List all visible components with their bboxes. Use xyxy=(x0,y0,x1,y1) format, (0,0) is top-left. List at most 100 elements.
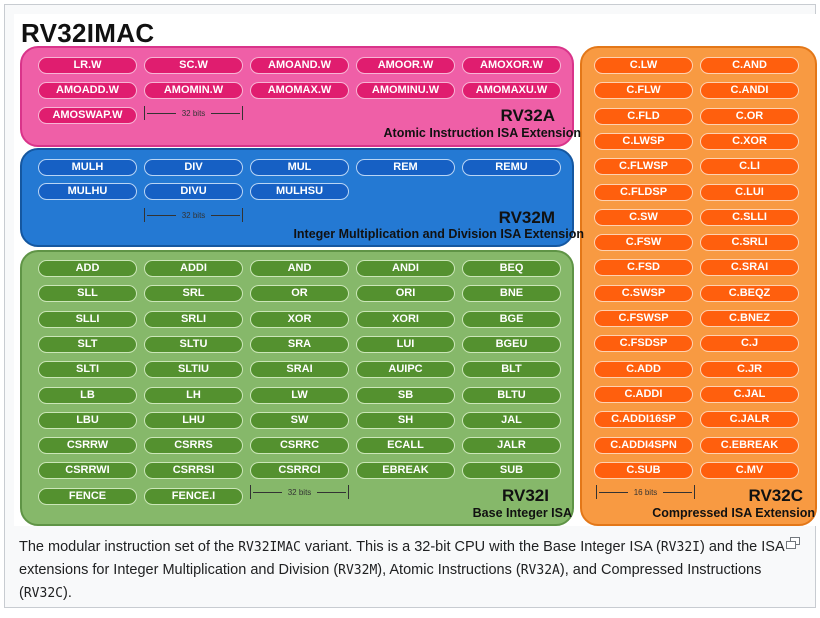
instruction-rv32i-bgeu: BGEU xyxy=(462,336,561,353)
instruction-rv32i-csrrs: CSRRS xyxy=(144,437,243,454)
instruction-rv32m-div: DIV xyxy=(144,159,243,176)
instruction-rv32c-c-addi: C.ADDI xyxy=(594,386,693,403)
instruction-rv32i-lui: LUI xyxy=(356,336,455,353)
instruction-rv32i-csrrc: CSRRC xyxy=(250,437,349,454)
instruction-rv32i-sh: SH xyxy=(356,412,455,429)
instruction-rv32i-sra: SRA xyxy=(250,336,349,353)
instruction-rv32i-slti: SLTI xyxy=(38,361,137,378)
instruction-rv32i-sll: SLL xyxy=(38,285,137,302)
instruction-rv32i-csrrw: CSRRW xyxy=(38,437,137,454)
instruction-rv32i-slli: SLLI xyxy=(38,311,137,328)
instruction-rv32a-amominu-w: AMOMINU.W xyxy=(356,82,455,99)
instruction-rv32c-c-addi4spn: C.ADDI4SPN xyxy=(594,437,693,454)
rv32a-name: RV32A xyxy=(500,106,556,125)
instruction-rv32i-ecall: ECALL xyxy=(356,437,455,454)
instruction-rv32a-amoor-w: AMOOR.W xyxy=(356,57,455,74)
diagram-title: RV32IMAC xyxy=(21,18,155,48)
figure-caption: The modular instruction set of the RV32I… xyxy=(19,539,784,601)
instruction-rv32i-sw: SW xyxy=(250,412,349,429)
instruction-rv32m-divu: DIVU xyxy=(144,183,243,200)
instruction-rv32m-mulh: MULH xyxy=(38,159,137,176)
instruction-rv32i-add: ADD xyxy=(38,260,137,277)
instruction-rv32c-c-fld: C.FLD xyxy=(594,108,693,125)
instruction-rv32i-srai: SRAI xyxy=(250,361,349,378)
rv32c-width-indicator: 16 bits xyxy=(596,485,695,499)
instruction-rv32i-bne: BNE xyxy=(462,285,561,302)
instruction-rv32i-beq: BEQ xyxy=(462,260,561,277)
instruction-rv32i-auipc: AUIPC xyxy=(356,361,455,378)
instruction-rv32c-c-flw: C.FLW xyxy=(594,82,693,99)
instruction-rv32c-c-sub: C.SUB xyxy=(594,462,693,479)
instruction-rv32i-sltiu: SLTIU xyxy=(144,361,243,378)
instruction-rv32i-blt: BLT xyxy=(462,361,561,378)
instruction-rv32c-c-mv: C.MV xyxy=(700,462,799,479)
instruction-rv32i-andi: ANDI xyxy=(356,260,455,277)
instruction-rv32c-c-lui: C.LUI xyxy=(700,184,799,201)
enlarge-icon[interactable] xyxy=(786,537,800,549)
instruction-rv32i-bltu: BLTU xyxy=(462,387,561,404)
instruction-rv32a-amomin-w: AMOMIN.W xyxy=(144,82,243,99)
instruction-rv32c-c-sw: C.SW xyxy=(594,209,693,226)
instruction-rv32c-c-xor: C.XOR xyxy=(700,133,799,150)
instruction-rv32a-amomaxu-w: AMOMAXU.W xyxy=(462,82,561,99)
instruction-rv32c-c-add: C.ADD xyxy=(594,361,693,378)
instruction-rv32i-sub: SUB xyxy=(462,462,561,479)
instruction-rv32c-c-srli: C.SRLI xyxy=(700,234,799,251)
instruction-rv32i-addi: ADDI xyxy=(144,260,243,277)
instruction-rv32i-fence-i: FENCE.I xyxy=(144,488,243,505)
instruction-rv32i-xor: XOR xyxy=(250,311,349,328)
rv32i-name: RV32I xyxy=(502,486,549,505)
instruction-rv32c-c-bnez: C.BNEZ xyxy=(700,310,799,327)
instruction-rv32m-remu: REMU xyxy=(462,159,561,176)
instruction-rv32c-c-jalr: C.JALR xyxy=(700,411,799,428)
figure-frame: RV32IMAC 32 bits 32 bits 32 bits 16 bits… xyxy=(4,4,817,608)
instruction-rv32i-xori: XORI xyxy=(356,311,455,328)
rv32a-width-indicator: 32 bits xyxy=(144,106,243,120)
rv32m-width-indicator: 32 bits xyxy=(144,208,243,222)
instruction-rv32c-c-and: C.AND xyxy=(700,57,799,74)
instruction-rv32m-rem: REM xyxy=(356,159,455,176)
instruction-rv32c-c-fldsp: C.FLDSP xyxy=(594,184,693,201)
instruction-rv32i-lh: LH xyxy=(144,387,243,404)
instruction-rv32i-ebreak: EBREAK xyxy=(356,462,455,479)
instruction-rv32i-and: AND xyxy=(250,260,349,277)
instruction-rv32c-c-ebreak: C.EBREAK xyxy=(700,437,799,454)
instruction-rv32a-sc-w: SC.W xyxy=(144,57,243,74)
instruction-rv32i-slt: SLT xyxy=(38,336,137,353)
rv32c-name: RV32C xyxy=(748,486,804,505)
instruction-rv32i-srl: SRL xyxy=(144,285,243,302)
instruction-rv32i-lb: LB xyxy=(38,387,137,404)
instruction-rv32a-amoswap-w: AMOSWAP.W xyxy=(38,107,137,124)
instruction-rv32i-sltu: SLTU xyxy=(144,336,243,353)
instruction-rv32i-csrrwi: CSRRWI xyxy=(38,462,137,479)
instruction-rv32c-c-fsd: C.FSD xyxy=(594,259,693,276)
rv32a-subtitle: Atomic Instruction ISA Extension xyxy=(383,126,581,140)
instruction-rv32m-mul: MUL xyxy=(250,159,349,176)
instruction-rv32c-c-lwsp: C.LWSP xyxy=(594,133,693,150)
instruction-rv32c-c-fsw: C.FSW xyxy=(594,234,693,251)
rv32i-subtitle: Base Integer ISA xyxy=(472,506,572,520)
instruction-rv32i-bge: BGE xyxy=(462,311,561,328)
rv32m-subtitle: Integer Multiplication and Division ISA … xyxy=(293,227,584,241)
instruction-rv32i-lw: LW xyxy=(250,387,349,404)
rv32m-name: RV32M xyxy=(498,208,555,227)
instruction-rv32c-c-fswsp: C.FSWSP xyxy=(594,310,693,327)
isa-diagram[interactable]: RV32IMAC 32 bits 32 bits 32 bits 16 bits… xyxy=(14,14,817,526)
instruction-rv32c-c-fsdsp: C.FSDSP xyxy=(594,335,693,352)
instruction-rv32i-srli: SRLI xyxy=(144,311,243,328)
rv32c-subtitle: Compressed ISA Extension xyxy=(652,506,815,520)
instruction-rv32i-lbu: LBU xyxy=(38,412,137,429)
instruction-rv32a-amoand-w: AMOAND.W xyxy=(250,57,349,74)
instruction-rv32i-csrrsi: CSRRSI xyxy=(144,462,243,479)
instruction-rv32c-c-lw: C.LW xyxy=(594,57,693,74)
instruction-rv32c-c-jal: C.JAL xyxy=(700,386,799,403)
instruction-rv32c-c-slli: C.SLLI xyxy=(700,209,799,226)
instruction-rv32i-lhu: LHU xyxy=(144,412,243,429)
instruction-rv32m-mulhu: MULHU xyxy=(38,183,137,200)
instruction-rv32c-c-li: C.LI xyxy=(700,158,799,175)
instruction-rv32i-csrrci: CSRRCI xyxy=(250,462,349,479)
instruction-rv32i-or: OR xyxy=(250,285,349,302)
instruction-rv32a-amoxor-w: AMOXOR.W xyxy=(462,57,561,74)
instruction-rv32i-fence: FENCE xyxy=(38,488,137,505)
instruction-rv32c-c-beqz: C.BEQZ xyxy=(700,285,799,302)
